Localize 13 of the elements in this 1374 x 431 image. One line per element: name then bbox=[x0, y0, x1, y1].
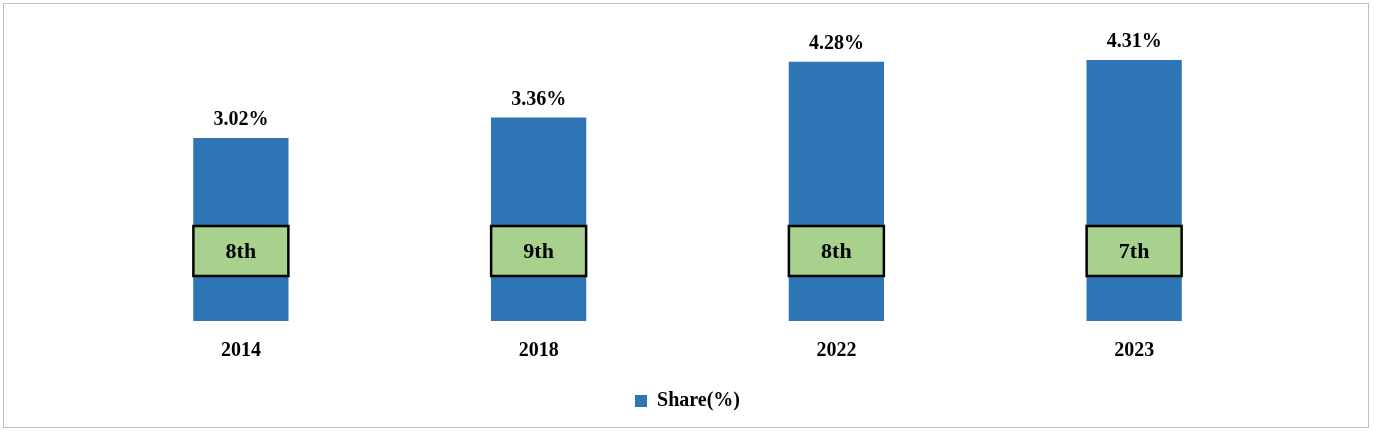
x-tick-label: 2018 bbox=[518, 338, 559, 361]
annotation: 8th bbox=[225, 237, 257, 263]
data-label: 3.02% bbox=[213, 107, 269, 130]
data-label: 4.28% bbox=[808, 30, 864, 53]
x-tick-label: 2014 bbox=[220, 338, 261, 361]
annotation: 7th bbox=[1118, 237, 1150, 263]
legend-label: Share(%) bbox=[657, 388, 740, 412]
x-tick-label: 2023 bbox=[1114, 338, 1155, 361]
data-label: 3.36% bbox=[511, 86, 567, 109]
annotation: 9th bbox=[523, 237, 554, 263]
annotation: 8th bbox=[821, 237, 852, 263]
data-label: 4.31% bbox=[1106, 29, 1162, 52]
x-tick-label: 2022 bbox=[816, 338, 857, 361]
